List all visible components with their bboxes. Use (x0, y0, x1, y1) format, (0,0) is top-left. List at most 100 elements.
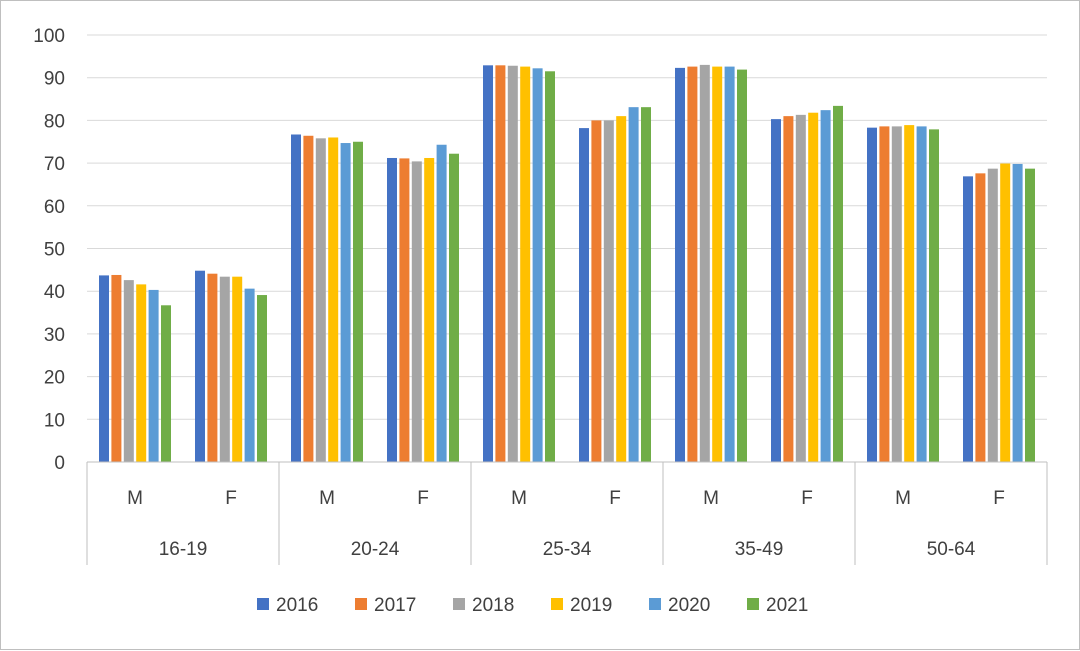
sex-label: F (993, 488, 1005, 509)
bar-2020-16-19-M (148, 289, 159, 462)
y-tick-label: 0 (54, 453, 65, 474)
bar-2019-35-49-M (712, 66, 723, 462)
bars (99, 64, 1035, 463)
bar-2019-20-24-M (328, 137, 339, 463)
y-tick-label: 100 (33, 26, 65, 47)
sex-label: F (801, 488, 813, 509)
bar-2017-25-34-F (591, 120, 602, 463)
bar-2017-16-19-M (111, 274, 122, 462)
legend-label-2016: 2016 (276, 595, 318, 616)
bar-2018-25-34-M (507, 65, 518, 463)
bar-2016-50-64-F (963, 176, 973, 462)
age-group-label: 35-49 (735, 539, 784, 560)
bar-2019-25-34-F (616, 116, 627, 462)
bar-2019-35-49-F (808, 112, 819, 463)
bar-2018-35-49-M (699, 64, 710, 462)
legend-swatch-2019 (551, 598, 563, 610)
bar-2021-25-34-M (545, 71, 555, 462)
bar-2020-25-34-M (532, 68, 543, 462)
age-group-label: 20-24 (351, 539, 400, 560)
bar-2017-20-24-M (303, 135, 314, 462)
gridlines (87, 34, 1047, 420)
legend-label-2020: 2020 (668, 595, 710, 616)
bar-2019-16-19-F (232, 276, 243, 462)
bar-2016-25-34-F (579, 128, 589, 462)
bar-2016-35-49-F (771, 119, 781, 463)
sex-label: M (511, 488, 527, 509)
legend-swatch-2017 (355, 598, 367, 610)
bar-2021-20-24-M (353, 141, 363, 462)
sex-label: F (225, 488, 237, 509)
sex-label: F (609, 488, 621, 509)
bar-2021-25-34-F (641, 107, 651, 462)
bar-2016-16-19-M (99, 275, 109, 462)
y-tick-label: 10 (44, 410, 65, 431)
sex-label: M (703, 488, 719, 509)
y-tick-label: 30 (44, 325, 65, 346)
age-group-label: 25-34 (543, 539, 592, 560)
bar-2021-16-19-M (161, 305, 171, 462)
sex-label: M (319, 488, 335, 509)
bar-2019-20-24-F (424, 157, 435, 463)
age-group-label: 16-19 (159, 539, 208, 560)
bar-2019-16-19-M (136, 284, 147, 462)
bar-2019-50-64-M (904, 125, 915, 462)
y-tick-label: 20 (44, 368, 65, 389)
legend-swatch-2016 (257, 598, 269, 610)
bar-2018-20-24-M (315, 138, 326, 462)
bar-2016-50-64-M (867, 127, 877, 462)
bar-2020-50-64-F (1012, 163, 1023, 462)
sex-label: M (895, 488, 911, 509)
bar-2017-50-64-F (975, 173, 986, 462)
bar-2019-50-64-F (1000, 163, 1011, 462)
bar-2021-50-64-M (929, 129, 939, 462)
bar-2016-20-24-M (291, 134, 301, 463)
bar-2017-16-19-F (207, 273, 218, 462)
bar-2016-20-24-F (387, 157, 397, 463)
legend-label-2017: 2017 (374, 595, 416, 616)
legend-swatch-2020 (649, 598, 661, 610)
bar-2018-25-34-F (603, 120, 614, 463)
y-tick-label: 60 (44, 197, 65, 218)
legend: 2016 2017 2018 2019 2020 2021 (257, 595, 808, 616)
age-group-label: 50-64 (927, 539, 976, 560)
bar-2021-50-64-F (1025, 168, 1035, 462)
y-tick-label: 90 (44, 69, 65, 90)
bar-2016-35-49-M (675, 67, 685, 462)
bar-2018-20-24-F (411, 161, 422, 462)
bar-2020-25-34-F (628, 107, 639, 462)
y-axis: 0 10 20 30 40 50 60 70 80 90 100 (33, 26, 65, 474)
legend-swatch-2021 (747, 598, 759, 610)
bar-2017-20-24-F (399, 158, 410, 462)
bar-2019-25-34-M (520, 66, 531, 462)
legend-label-2021: 2021 (766, 595, 808, 616)
legend-label-2019: 2019 (570, 595, 612, 616)
bar-2018-50-64-F (987, 168, 998, 462)
x-axis: M F M F M F M F M F 16-19 20-24 25-34 35-49 50-64 (86, 461, 1048, 565)
bar-2021-35-49-M (737, 69, 747, 462)
legend-label-2018: 2018 (472, 595, 514, 616)
sex-label: F (417, 488, 429, 509)
bar-2016-16-19-F (195, 270, 205, 462)
bar-2017-35-49-F (783, 116, 794, 462)
y-tick-label: 70 (44, 154, 65, 175)
bar-2021-20-24-F (449, 153, 459, 462)
bar-2020-20-24-M (340, 143, 351, 462)
bar-2017-25-34-M (495, 65, 506, 462)
bar-2018-35-49-F (795, 114, 806, 462)
y-tick-label: 50 (44, 240, 65, 261)
legend-swatch-2018 (453, 598, 465, 610)
bar-2020-16-19-F (244, 288, 255, 462)
bar-2018-16-19-F (219, 276, 230, 462)
bar-2018-16-19-M (123, 280, 134, 462)
y-tick-label: 40 (44, 282, 65, 303)
bar-2020-35-49-M (724, 66, 735, 462)
bar-2017-50-64-M (879, 126, 890, 462)
sex-label: M (127, 488, 143, 509)
y-tick-label: 80 (44, 111, 65, 132)
bar-2020-20-24-F (436, 144, 447, 463)
bar-2018-50-64-M (891, 126, 902, 462)
bar-2021-16-19-F (257, 295, 267, 462)
